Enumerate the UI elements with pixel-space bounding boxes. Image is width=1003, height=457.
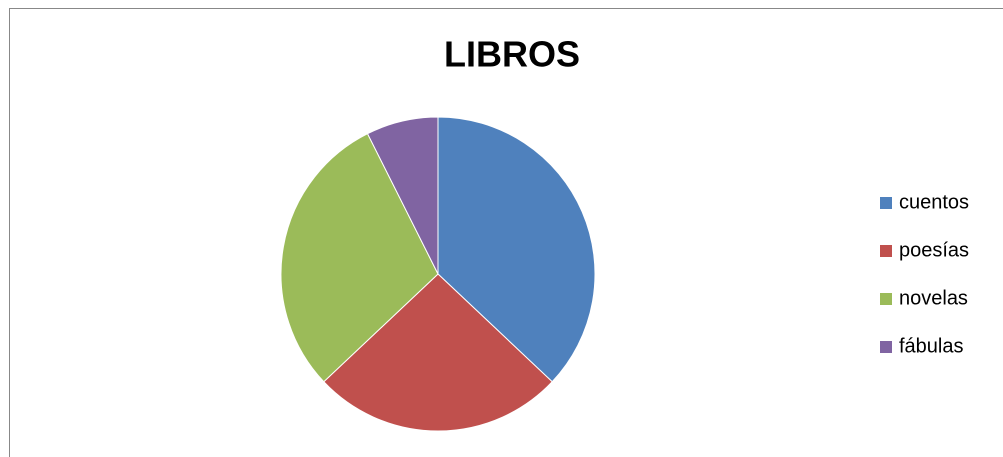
chart-title: LIBROS [444, 34, 580, 75]
legend-swatch [880, 341, 892, 353]
pie-slice [366, 116, 439, 275]
pie-slice [437, 116, 596, 383]
legend-swatch [880, 245, 892, 257]
pie [280, 116, 596, 432]
legend-label: cuentos [899, 191, 969, 213]
pie-slice [323, 273, 553, 432]
pie-slice [280, 133, 439, 383]
legend-label: poesías [899, 239, 969, 261]
legend: cuentos poesías novelas fábulas [880, 191, 969, 357]
legend-swatch [880, 293, 892, 305]
legend-label: novelas [899, 287, 968, 309]
legend-swatch [880, 197, 892, 209]
legend-label: fábulas [899, 335, 964, 357]
